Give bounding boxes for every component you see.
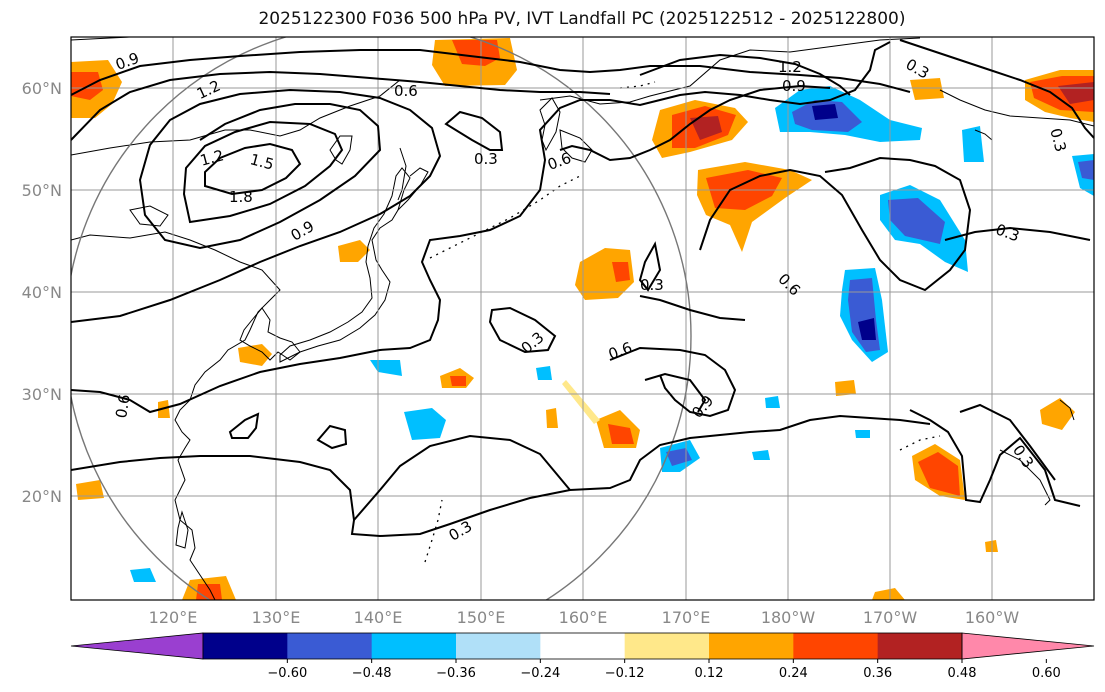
colorbar: −0.60 −0.48 −0.36 −0.24 −0.12 0.12 0.24 0.36 0.4… (70, 632, 1095, 681)
lat-tick: 20°N (22, 487, 62, 506)
map-title: 2025122300 F036 500 hPa PV, IVT Landfall… (258, 9, 906, 29)
longitude-ticks: 120°E 130°E 140°E 150°E 160°E 170°E 180°… (149, 608, 1020, 627)
lon-tick: 140°E (354, 608, 403, 627)
colorbar-segment (203, 633, 288, 659)
colorbar-segment (709, 633, 794, 659)
lat-tick: 50°N (22, 181, 62, 200)
coastlines (71, 37, 1094, 600)
colorbar-extend-low (70, 632, 204, 660)
latitude-ticks: 60°N 50°N 40°N 30°N 20°N (22, 79, 62, 506)
colorbar-tick-label: −0.12 (605, 666, 645, 681)
lon-tick: 170°E (662, 608, 711, 627)
contour-label: 0.9 (782, 77, 806, 95)
colorbar-extend-high (961, 632, 1095, 660)
colorbar-tick-label: 0.48 (948, 666, 977, 681)
landfall-radius-circle (71, 37, 692, 600)
colorbar-segment (371, 633, 457, 659)
colorbar-tick-label: −0.36 (436, 666, 476, 681)
pv-shading-negative (130, 86, 1094, 582)
colorbar-tick-label: 0.36 (863, 666, 892, 681)
lon-tick: 170°W (863, 608, 918, 627)
colorbar-segment (877, 633, 963, 659)
colorbar-tick-label: −0.48 (352, 666, 392, 681)
colorbar-tick-label: 0.12 (695, 666, 724, 681)
contour-label: 1.8 (229, 188, 253, 206)
contour-label: 1.5 (248, 150, 276, 174)
colorbar-segment (793, 633, 879, 659)
lon-tick: 120°E (149, 608, 198, 627)
colorbar-tick-label: 0.24 (779, 666, 808, 681)
lat-tick: 40°N (22, 283, 62, 302)
lon-tick: 160°E (559, 608, 608, 627)
contour-label: 0.3 (1046, 126, 1070, 154)
lon-tick: 180°W (761, 608, 816, 627)
lon-tick: 150°E (457, 608, 506, 627)
plot-frame (70, 36, 1095, 601)
colorbar-border (202, 632, 963, 660)
contour-label: 1.2 (198, 146, 226, 170)
contour-label: 1.2 (778, 58, 802, 76)
contour-label: 0.3 (640, 276, 664, 294)
lat-tick: 30°N (22, 385, 62, 404)
colorbar-tick-label: 0.60 (1032, 666, 1061, 681)
colorbar-segment (624, 633, 710, 659)
pv-shading-positive (71, 38, 1094, 600)
colorbar-segment (456, 633, 541, 659)
lat-tick: 60°N (22, 79, 62, 98)
colorbar-segment (287, 633, 373, 659)
contour-label: 0.6 (394, 82, 418, 100)
contour-label: 0.6 (112, 393, 134, 420)
ivt-contours (71, 39, 1094, 538)
contour-label: 0.3 (474, 150, 498, 168)
graticule (71, 37, 1094, 600)
colorbar-tick-label: −0.24 (520, 666, 560, 681)
lon-tick: 130°E (252, 608, 301, 627)
colorbar-tick-label: −0.60 (267, 666, 307, 681)
lon-tick: 160°W (965, 608, 1020, 627)
colorbar-segment (540, 633, 626, 659)
